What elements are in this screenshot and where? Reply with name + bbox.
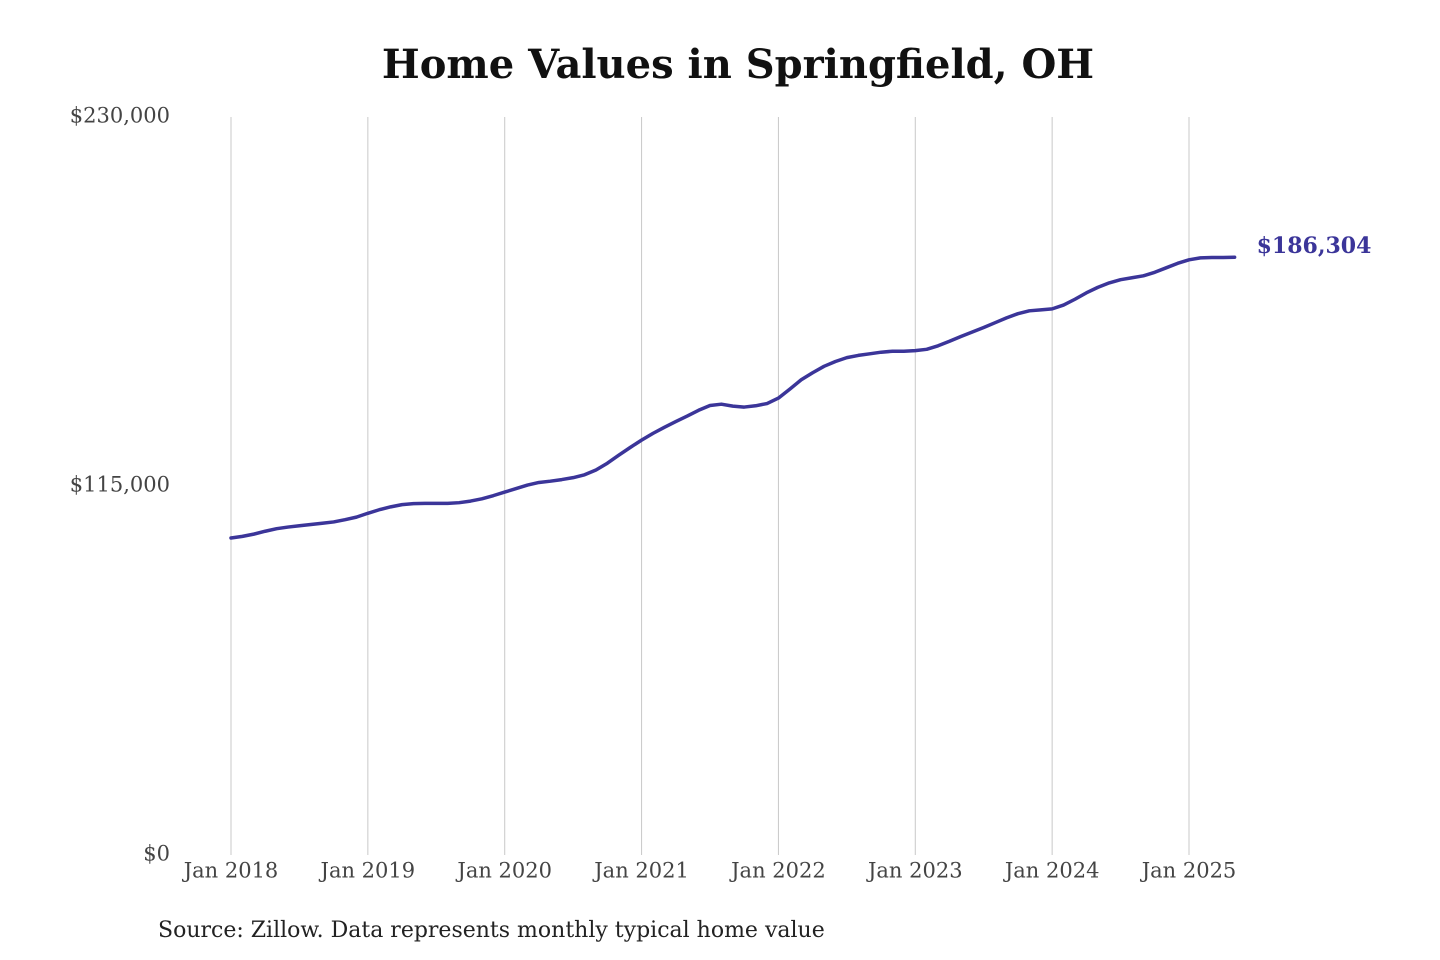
line-series — [229, 255, 1237, 540]
x-tick-label: Jan 2021 — [592, 859, 689, 883]
y-tick-label: $230,000 — [70, 104, 170, 128]
x-tick-label: Jan 2022 — [729, 859, 826, 883]
source-note: Source: Zillow. Data represents monthly … — [158, 918, 825, 943]
chart-title: Home Values in Springfield, OH — [382, 41, 1094, 88]
x-tick-label: Jan 2023 — [866, 859, 963, 883]
x-tick-label: Jan 2025 — [1140, 859, 1237, 883]
x-tick-label: Jan 2020 — [455, 859, 552, 883]
x-tick-label: Jan 2019 — [319, 859, 416, 883]
end-value-label: $186,304 — [1257, 233, 1372, 259]
y-tick-label: $115,000 — [70, 473, 170, 497]
x-tick-label: Jan 2018 — [182, 859, 279, 883]
y-tick-label: $0 — [143, 842, 170, 866]
x-tick-label: Jan 2024 — [1003, 859, 1100, 883]
